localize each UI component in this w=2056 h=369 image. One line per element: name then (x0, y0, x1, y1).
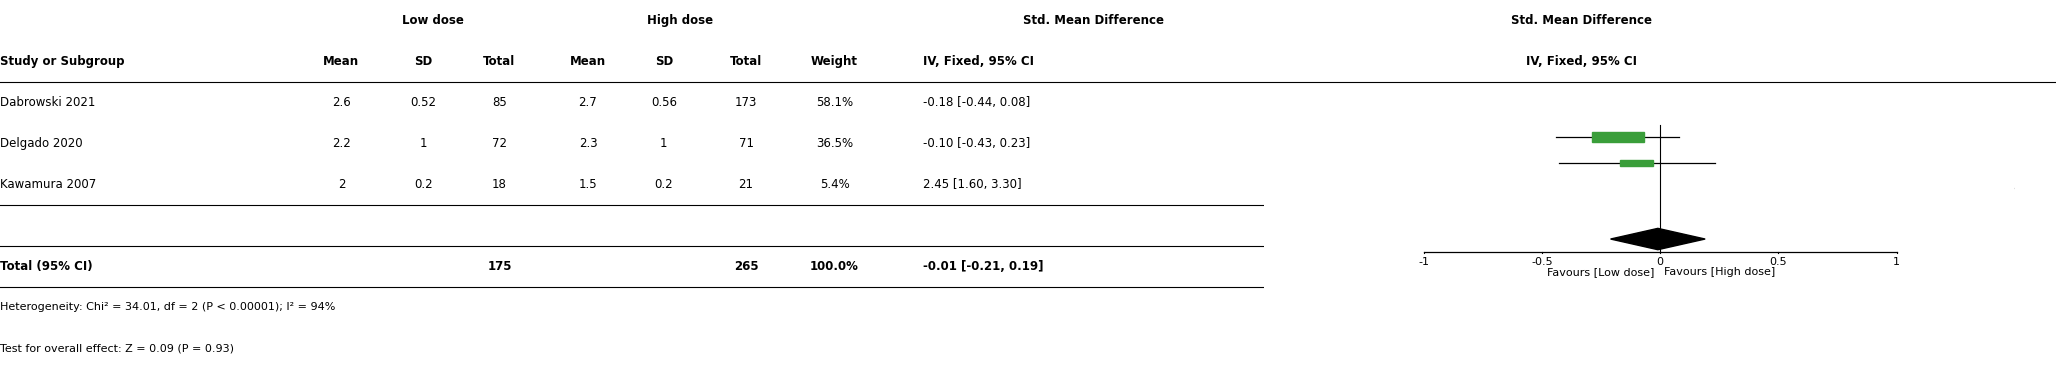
Text: 0.56: 0.56 (652, 96, 676, 109)
Text: 2: 2 (337, 178, 345, 191)
Text: Std. Mean Difference: Std. Mean Difference (1024, 14, 1164, 27)
Text: 2.2: 2.2 (331, 137, 352, 150)
Text: High dose: High dose (646, 14, 713, 27)
FancyBboxPatch shape (1620, 159, 1653, 166)
Text: 0.2: 0.2 (654, 178, 672, 191)
Text: -0.18 [-0.44, 0.08]: -0.18 [-0.44, 0.08] (923, 96, 1030, 109)
Text: 0.5: 0.5 (1770, 257, 1787, 267)
Text: IV, Fixed, 95% CI: IV, Fixed, 95% CI (923, 55, 1034, 68)
Text: 58.1%: 58.1% (816, 96, 853, 109)
Text: 173: 173 (734, 96, 757, 109)
Text: 175: 175 (487, 260, 512, 273)
Text: Study or Subgroup: Study or Subgroup (0, 55, 125, 68)
Text: Kawamura 2007: Kawamura 2007 (0, 178, 97, 191)
Text: -0.01 [-0.21, 0.19]: -0.01 [-0.21, 0.19] (923, 260, 1044, 273)
Text: 1.5: 1.5 (578, 178, 598, 191)
Text: 0.2: 0.2 (413, 178, 434, 191)
Text: Mean: Mean (570, 55, 607, 68)
Text: Favours [High dose]: Favours [High dose] (1663, 267, 1774, 277)
Text: Mean: Mean (323, 55, 360, 68)
Text: Weight: Weight (810, 55, 857, 68)
Text: 100.0%: 100.0% (810, 260, 859, 273)
Text: -0.5: -0.5 (1532, 257, 1552, 267)
Text: 18: 18 (491, 178, 508, 191)
Text: Dabrowski 2021: Dabrowski 2021 (0, 96, 95, 109)
Text: 2.45 [1.60, 3.30]: 2.45 [1.60, 3.30] (923, 178, 1022, 191)
Text: 85: 85 (491, 96, 508, 109)
Text: -0.10 [-0.43, 0.23]: -0.10 [-0.43, 0.23] (923, 137, 1030, 150)
Text: 71: 71 (738, 137, 752, 150)
Text: Test for overall effect: Z = 0.09 (P = 0.93): Test for overall effect: Z = 0.09 (P = 0… (0, 344, 234, 354)
Text: 2.7: 2.7 (578, 96, 598, 109)
Text: 0.52: 0.52 (411, 96, 436, 109)
Text: Total: Total (730, 55, 763, 68)
Text: Std. Mean Difference: Std. Mean Difference (1511, 14, 1651, 27)
Text: Low dose: Low dose (403, 14, 465, 27)
Text: 2.3: 2.3 (578, 137, 598, 150)
Text: 1: 1 (1894, 257, 1900, 267)
Text: Delgado 2020: Delgado 2020 (0, 137, 82, 150)
Text: Total (95% CI): Total (95% CI) (0, 260, 93, 273)
Text: 2.6: 2.6 (331, 96, 352, 109)
Text: 1: 1 (419, 137, 428, 150)
Text: 36.5%: 36.5% (816, 137, 853, 150)
Text: Total: Total (483, 55, 516, 68)
Text: SD: SD (654, 55, 672, 68)
Text: Heterogeneity: Chi² = 34.01, df = 2 (P < 0.00001); I² = 94%: Heterogeneity: Chi² = 34.01, df = 2 (P <… (0, 303, 335, 313)
Text: 21: 21 (738, 178, 752, 191)
FancyBboxPatch shape (1591, 132, 1643, 142)
Text: 72: 72 (491, 137, 508, 150)
Text: 5.4%: 5.4% (820, 178, 849, 191)
Text: 0: 0 (1657, 257, 1663, 267)
Text: -1: -1 (1419, 257, 1429, 267)
Text: Favours [Low dose]: Favours [Low dose] (1548, 267, 1655, 277)
Text: 1: 1 (660, 137, 668, 150)
Text: 265: 265 (734, 260, 759, 273)
Text: IV, Fixed, 95% CI: IV, Fixed, 95% CI (1526, 55, 1637, 68)
Text: SD: SD (415, 55, 432, 68)
Polygon shape (1610, 228, 1704, 250)
